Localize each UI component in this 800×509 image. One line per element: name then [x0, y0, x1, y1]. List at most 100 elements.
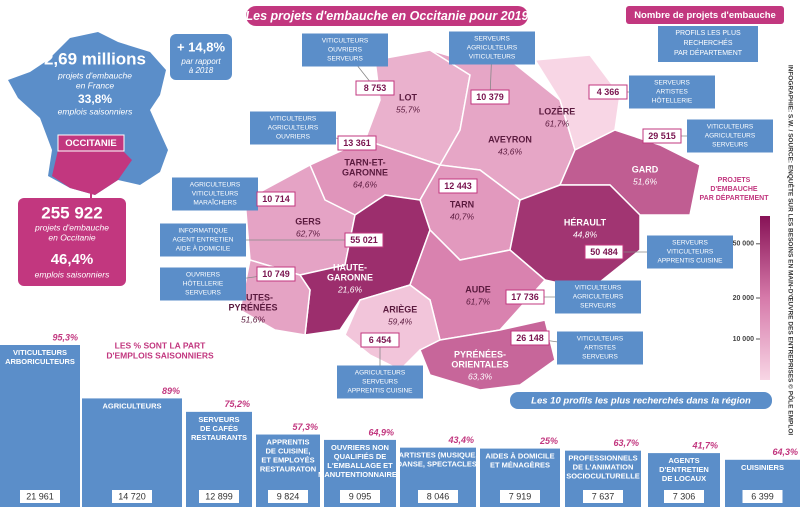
bar-seasonal: 63,7%: [613, 438, 639, 448]
chart-banner: [510, 392, 772, 409]
department-profile: AGRICULTEURS: [268, 125, 319, 132]
department-seasonal: 62,7%: [296, 228, 321, 238]
department-profile: AGRICULTEURS: [705, 133, 756, 140]
department-name: AUDE: [465, 284, 491, 294]
bar-label: L'EMBALLAGE ET: [327, 461, 393, 470]
france-seasonal: 33,8%: [78, 92, 112, 106]
count-box: [584, 244, 624, 260]
profiles-box: [302, 33, 388, 67]
bar-count-box: [418, 490, 458, 503]
department-profile: AGRICULTEURS: [573, 294, 624, 301]
change-box: [170, 34, 232, 80]
france-value: 2,69 millions: [44, 49, 146, 68]
department-profile: AGRICULTEURS: [355, 370, 406, 377]
department-count: 17 736: [511, 292, 539, 302]
department-profile: SERVEURS: [582, 354, 618, 361]
bar-label: DE L'ANIMATION: [573, 463, 634, 472]
bar-label: VITICULTEURS: [13, 348, 67, 357]
department-name: PYRÉNÉES-: [454, 349, 506, 359]
count-box: [256, 266, 296, 282]
bar-count-box: [742, 490, 783, 503]
bar-count: 21 961: [26, 491, 54, 501]
department-name: HÉRAULT: [564, 217, 607, 227]
france-seasonal-label: emplois saisonniers: [58, 106, 133, 116]
legend-profiles-box: [658, 26, 758, 62]
france-change: + 14,8%: [177, 39, 226, 54]
bar-seasonal: 41,7%: [691, 440, 718, 450]
department-profile: AIDE À DOMICILE: [176, 244, 231, 253]
department-count: 29 515: [648, 131, 676, 141]
profiles-box: [449, 31, 535, 65]
france-text: projets d'embauche: [57, 70, 132, 80]
bar-count-box: [583, 490, 623, 503]
bar-count: 8 046: [427, 491, 450, 501]
department-seasonal: 51,6%: [241, 314, 266, 324]
profiles-box: [557, 331, 643, 365]
department-profile: OUVRIERS: [328, 47, 363, 54]
department-profile: HÔTELLERIE: [652, 96, 693, 105]
scale-title: D'EMBAUCHE: [710, 186, 757, 193]
department-count: 12 443: [444, 181, 472, 191]
bar-label: AGENTS: [668, 456, 699, 465]
bar-count: 14 720: [118, 491, 146, 501]
occitanie-box: [18, 198, 126, 286]
count-box: [256, 191, 296, 207]
bar-label: DE CAFÉS: [200, 424, 238, 433]
bar-label: ET MÉNAGÈRES: [490, 461, 550, 470]
department-profile: SERVEURS: [580, 303, 616, 310]
profiles-box: [687, 119, 773, 153]
department-profile: SERVEURS: [362, 379, 398, 386]
chart-note: LES % SONT LA PART: [115, 340, 206, 350]
department-seasonal: 55,7%: [396, 104, 421, 114]
color-scale: [760, 216, 770, 380]
bar-count: 9 824: [277, 491, 300, 501]
bar-label: ET EMPLOYÉS: [261, 456, 314, 465]
bar-label: OUVRIERS NON: [331, 443, 389, 452]
count-box: [642, 128, 682, 144]
title-banner: [246, 6, 528, 26]
bar-label: DE LOCAUX: [662, 474, 706, 483]
profiles-box: [555, 280, 641, 314]
department-profile: VITICULTEURS: [469, 54, 516, 61]
profiles-box: [337, 365, 423, 399]
bar-label: AIDES À DOMICILE: [485, 452, 554, 461]
france-change-label: par rapport: [180, 57, 221, 66]
department-profile: OUVRIERS: [276, 134, 311, 141]
department-seasonal: 40,7%: [450, 211, 475, 221]
bar-count: 7 306: [673, 491, 696, 501]
bar-label: D'ENTRETIEN: [659, 465, 709, 474]
profiles-box: [160, 267, 246, 301]
bar: [82, 398, 182, 507]
credit: INFOGRAPHIE: S.W. / SOURCE: ENQUÊTE SUR …: [786, 65, 795, 436]
department-name: HAUTES-: [233, 292, 273, 302]
bar-seasonal: 64,9%: [368, 427, 394, 437]
department-name: GARONNE: [342, 167, 388, 177]
scale-title: PROJETS: [718, 177, 751, 184]
department-name: HAUTE-: [333, 262, 367, 272]
chart-title: Les 10 profils les plus recherchés dans …: [531, 396, 751, 407]
scale-title: PAR DÉPARTEMENT: [700, 193, 770, 202]
department-profile: VITICULTEURS: [707, 124, 754, 131]
count-box: [510, 330, 550, 346]
department-seasonal: 21,6%: [337, 284, 363, 294]
count-box: [337, 135, 377, 151]
profiles-box: [160, 223, 246, 257]
department-count: 10 714: [262, 194, 290, 204]
bar-seasonal: 64,3%: [772, 447, 798, 457]
bar-seasonal: 43,4%: [447, 435, 474, 445]
bar-label: APPRENTIS: [267, 438, 310, 447]
profiles-box: [250, 111, 336, 145]
department-profile: SERVEURS: [672, 240, 708, 247]
bar-label: QUALIFIÉS DE: [334, 452, 387, 461]
department-seasonal: 64,6%: [353, 179, 378, 189]
occitanie-map: [239, 49, 701, 391]
profiles-box: [629, 75, 715, 109]
department-name: GARD: [632, 164, 659, 174]
legend-banner: [626, 6, 784, 24]
department-count: 10 379: [476, 92, 504, 102]
count-box: [505, 289, 545, 305]
department-count: 10 749: [262, 269, 290, 279]
bar: [0, 345, 80, 507]
department-profile: APPRENTIS CUISINE: [657, 258, 723, 265]
legend-profiles-label: PROFILS LES PLUS: [675, 30, 741, 37]
